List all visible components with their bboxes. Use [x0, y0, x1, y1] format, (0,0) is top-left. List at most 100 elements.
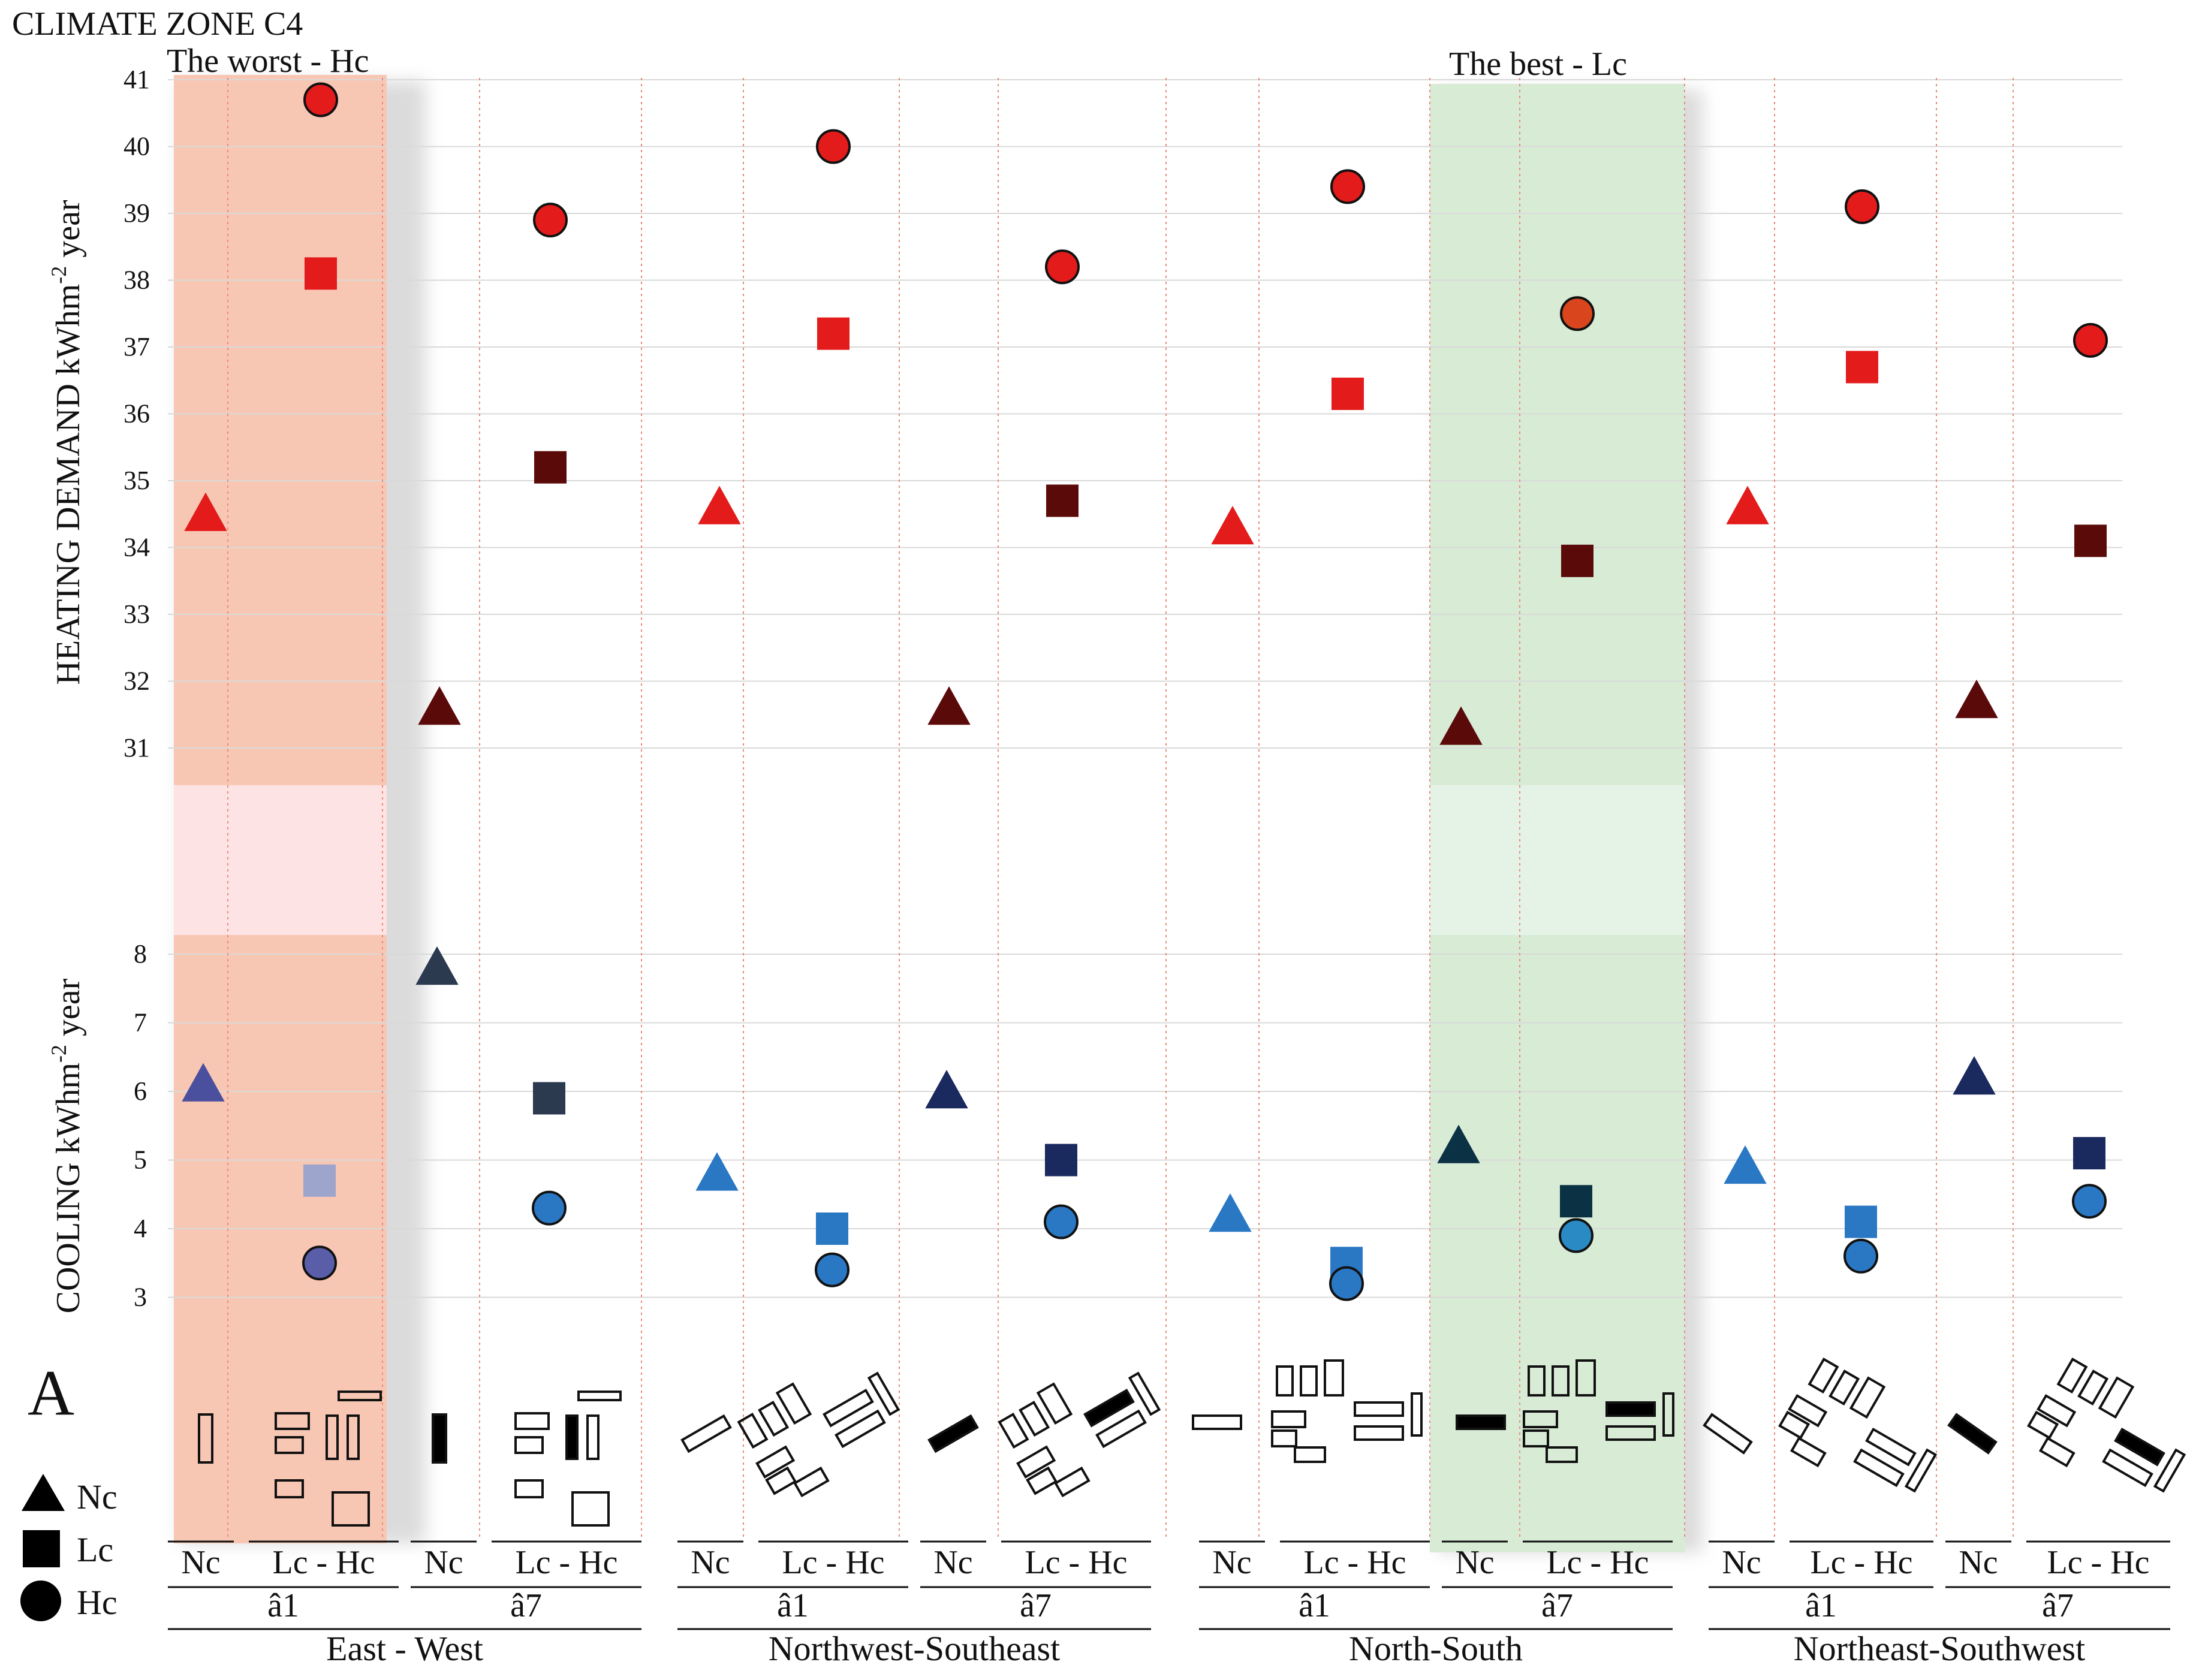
building-block: [1523, 1410, 1558, 1428]
g6-cooling-hc-circle: [1559, 1218, 1593, 1253]
building-block: [1605, 1425, 1656, 1441]
building-block: [332, 1491, 370, 1527]
building-block: [1904, 1448, 1938, 1493]
building-block: [755, 1445, 796, 1479]
column-label-nc: Nc: [691, 1544, 730, 1581]
legend-triangle-icon: [22, 1474, 65, 1511]
column-label-lchc: Lc - Hc: [782, 1544, 884, 1581]
g2-heating-hc-circle: [533, 203, 568, 238]
g3-cooling-hc-circle: [815, 1252, 850, 1287]
legend-circle-icon: [20, 1581, 61, 1621]
legend-label: Nc: [77, 1477, 118, 1516]
worst-band-gap: [174, 785, 387, 935]
g3-cooling-nc-triangle: [695, 1152, 739, 1191]
column-label-nc: Nc: [424, 1544, 463, 1581]
ew-a1-cluster-icon: [275, 1391, 382, 1527]
orientation-label: East - West: [326, 1629, 483, 1668]
building-block: [998, 1412, 1029, 1449]
building-block: [2056, 1357, 2088, 1394]
building-block: [1778, 1410, 1811, 1440]
building-block: [758, 1400, 790, 1437]
cooling-tick-label: 3: [134, 1283, 147, 1312]
heating-axis-title: HEATING DEMAND kWhm-2 year: [47, 200, 87, 685]
nesw-a7-cluster-icon: [2027, 1357, 2186, 1493]
building-block: [514, 1436, 544, 1454]
g8-cooling-nc-triangle: [1953, 1056, 1996, 1095]
g1-heating-lc-square: [305, 257, 337, 290]
building-block: [835, 1409, 886, 1449]
building-block: [1294, 1446, 1326, 1463]
building-block: [1354, 1425, 1404, 1441]
legend: Nc Lc Hc: [20, 1474, 118, 1622]
heating-tick-label: 40: [123, 132, 150, 161]
best-annotation: The best - Lc: [1449, 46, 1627, 83]
g2-heating-lc-square: [534, 451, 567, 484]
g1-cooling-nc-triangle: [182, 1063, 225, 1102]
building-block: [1523, 1429, 1549, 1447]
g4-heating-lc-square: [1046, 484, 1079, 517]
building-block: [1271, 1429, 1297, 1447]
building-block: [565, 1414, 579, 1460]
orientation-label: North-South: [1349, 1629, 1523, 1668]
building-block: [1083, 1388, 1135, 1428]
building-block: [1300, 1365, 1318, 1397]
building-block: [1276, 1365, 1294, 1397]
best-band-gap: [1430, 785, 1685, 935]
building-block: [1788, 1394, 1828, 1428]
building-block: [1324, 1359, 1344, 1397]
cooling-tick-label: 5: [134, 1145, 147, 1175]
column-label-nc: Nc: [1959, 1544, 1998, 1581]
building-block: [1528, 1365, 1546, 1397]
column-label-lchc: Lc - Hc: [1546, 1544, 1649, 1581]
panel-label: A: [28, 1358, 74, 1429]
g2-cooling-hc-circle: [532, 1190, 567, 1226]
heating-tick-label: 37: [123, 332, 150, 361]
cooling-axis-title: COOLING kWhm-2 year: [47, 978, 87, 1313]
column-label-lchc: Lc - Hc: [1025, 1544, 1127, 1581]
building-block: [514, 1412, 550, 1430]
heating-tick-label: 41: [123, 65, 150, 94]
g1-heating-hc-circle: [303, 82, 338, 117]
building-block: [586, 1414, 600, 1460]
chart-title: CLIMATE ZONE C4: [12, 5, 303, 43]
heating-tick-label: 35: [123, 466, 150, 495]
g7-cooling-lc-square: [1845, 1205, 1877, 1238]
g7-heating-nc-triangle: [1726, 485, 1769, 524]
building-block: [514, 1479, 544, 1498]
g5-heating-lc-square: [1332, 378, 1364, 411]
worst-annotation: The worst - Hc: [167, 43, 369, 80]
building-block: [1849, 1376, 1886, 1419]
column-label-nc: Nc: [1455, 1544, 1494, 1581]
column-label-nc: Nc: [933, 1544, 972, 1581]
angle-label: â1: [1299, 1587, 1330, 1624]
building-block: [1271, 1410, 1306, 1428]
g7-cooling-hc-circle: [1843, 1238, 1878, 1274]
building-block: [765, 1466, 797, 1495]
ew-a7-cluster-icon: [514, 1391, 622, 1527]
building-block: [1546, 1446, 1578, 1463]
g1-heating-nc-triangle: [184, 492, 227, 531]
angle-label: â1: [1805, 1587, 1837, 1624]
building-block: [1019, 1400, 1050, 1437]
building-block: [823, 1388, 874, 1428]
building-block: [775, 1382, 812, 1425]
g4-cooling-nc-triangle: [925, 1069, 968, 1109]
angle-label: â7: [2042, 1587, 2074, 1624]
building-block: [1662, 1392, 1674, 1437]
g4-cooling-hc-circle: [1044, 1204, 1079, 1239]
building-block: [1605, 1401, 1656, 1417]
building-block: [1576, 1359, 1596, 1397]
g2-heating-nc-triangle: [418, 686, 461, 725]
g7-heating-hc-circle: [1845, 189, 1879, 224]
g1-cooling-lc-square: [303, 1164, 336, 1197]
column-label-lchc: Lc - Hc: [2047, 1544, 2149, 1581]
building-block: [867, 1371, 900, 1416]
building-block: [2098, 1376, 2135, 1419]
angle-label: â1: [267, 1587, 299, 1624]
cooling-tick-label: 4: [134, 1214, 147, 1243]
ns-a1-building-icon: [1192, 1414, 1242, 1430]
building-block: [1411, 1392, 1423, 1437]
g5-cooling-hc-circle: [1329, 1266, 1364, 1301]
heating-tick-label: 33: [123, 599, 150, 629]
angle-label: â7: [1020, 1587, 1052, 1624]
